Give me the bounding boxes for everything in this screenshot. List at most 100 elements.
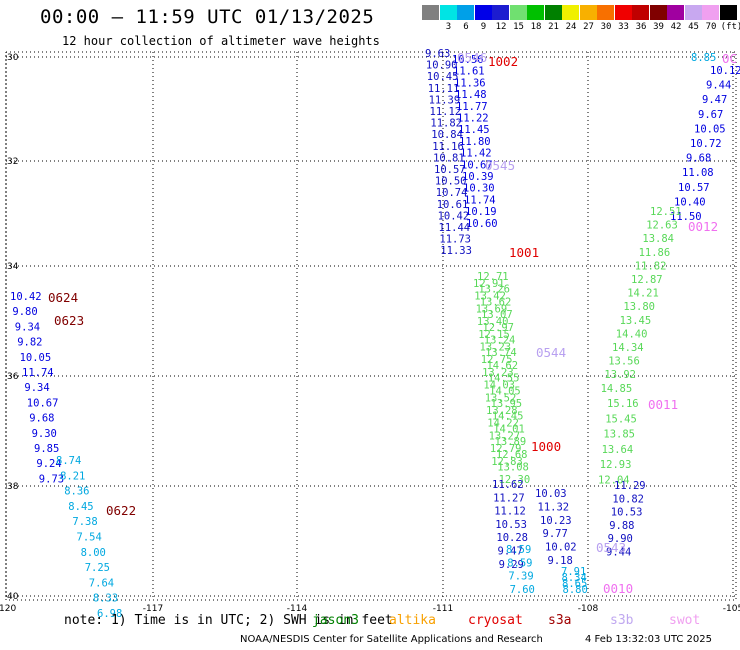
- wave-height-label: 10.81: [433, 152, 465, 164]
- wave-height-label: 7.25: [85, 562, 110, 574]
- wave-height-label: 7.64: [89, 577, 114, 589]
- wave-height-label: 9.29: [499, 559, 524, 571]
- scale-tick-label: 18: [530, 22, 542, 32]
- wave-height-label: 9.77: [543, 528, 568, 540]
- wave-height-label: 11.74: [22, 367, 54, 379]
- wave-height-label: 11.45: [458, 124, 490, 136]
- wave-height-label: 10.23: [540, 515, 572, 527]
- wave-height-label: 12.30: [499, 474, 531, 486]
- generation-timestamp: 4 Feb 13:32:03 UTC 2025: [585, 634, 712, 645]
- scale-swatch: [702, 5, 719, 20]
- wave-height-label: 10.39: [462, 171, 494, 183]
- wave-height-label: 12.79: [490, 443, 522, 455]
- wave-height-label: 12.87: [631, 274, 663, 286]
- wave-height-label: 9.80: [12, 306, 37, 318]
- wave-height-label: 14.45: [492, 411, 524, 423]
- wave-height-label: 7.60: [510, 584, 535, 596]
- map-title: 00:00 – 11:59 UTC 01/13/2025: [40, 6, 375, 28]
- wave-height-label: 14.85: [601, 383, 633, 395]
- wave-height-label: 12.91: [473, 278, 505, 290]
- wave-height-label: 13.23: [482, 367, 514, 379]
- scale-tick-label: 30: [600, 22, 612, 32]
- scale-tick-label: 33: [618, 22, 629, 32]
- wave-height-label: 10.57: [678, 182, 710, 194]
- wave-height-label: 9.30: [32, 428, 57, 440]
- wave-height-label: 9.34: [24, 382, 49, 394]
- wave-height-label: 11.82: [635, 260, 667, 272]
- wave-height-label: 13.84: [642, 233, 674, 245]
- footer-note: note: 1) Time is in UTC; 2) SWH is in fe…: [64, 613, 393, 628]
- scale-swatch: [667, 5, 684, 20]
- wave-height-label: 12.83: [491, 456, 523, 468]
- scale-swatch: [719, 5, 737, 20]
- scale-swatch: [579, 5, 597, 20]
- wave-height-label: 11.08: [682, 167, 714, 179]
- wave-height-label: 8.80: [563, 584, 588, 596]
- wave-height-label: 11.82: [430, 118, 462, 130]
- scale-swatch: [422, 5, 439, 20]
- wave-height-label: 8.34: [562, 572, 587, 584]
- scale-swatch: [614, 5, 632, 20]
- wave-height-label: 12.71: [477, 271, 509, 283]
- wave-height-label: 10.53: [495, 519, 527, 531]
- scale-tick-label: 12: [495, 22, 507, 32]
- wave-height-label: 13.52: [485, 392, 517, 404]
- wave-height-label: 10.40: [674, 196, 706, 208]
- lat-tick-label: 40: [7, 592, 19, 602]
- wave-height-label: 13.62: [480, 296, 512, 308]
- wave-height-label: 7.38: [72, 516, 97, 528]
- wave-height-label: 11.44: [439, 222, 471, 234]
- wave-height-label: 10.61: [437, 199, 469, 211]
- scale-swatch: [457, 5, 474, 20]
- scale-tick-label: 24: [565, 22, 577, 32]
- wave-height-label: 12.15: [478, 329, 510, 341]
- wave-height-label: 8.45: [68, 501, 93, 513]
- lat-tick-label: 32: [7, 157, 18, 167]
- scale-swatch: [509, 5, 527, 20]
- scale-swatch: [597, 5, 614, 20]
- wave-height-label: 12.63: [646, 220, 678, 232]
- wave-height-label: 10.05: [20, 352, 52, 364]
- satellite-label-s3b: s3b: [610, 613, 634, 628]
- wave-height-label: 11.80: [459, 136, 491, 148]
- wave-height-label: 9.68: [686, 153, 711, 165]
- wave-height-label: 13.95: [491, 398, 523, 410]
- pass-id-label: 1000: [531, 439, 561, 454]
- satellite-label-swot: swot: [669, 613, 701, 628]
- wave-height-label: 10.03: [535, 488, 567, 500]
- wave-height-label: 12.68: [496, 449, 528, 461]
- wave-height-label: 9.24: [36, 458, 61, 470]
- wave-height-label: 11.22: [457, 113, 489, 125]
- wave-height-label: 11.86: [639, 247, 671, 259]
- lon-tick-label: -120: [0, 604, 16, 614]
- pass-id-label: 0543: [596, 540, 626, 555]
- wave-height-label: 8.65: [562, 578, 587, 590]
- pass-id-label: 0011: [648, 397, 678, 412]
- wave-height-label: 9.44: [606, 547, 631, 559]
- wave-height-label: 11.61: [453, 66, 485, 78]
- scale-tick-label: 15: [513, 22, 524, 32]
- wave-height-label: 9.44: [706, 80, 731, 92]
- wave-height-label: 7.39: [508, 571, 533, 583]
- track-track-f: 8.598.59 7.397.60: [506, 544, 535, 596]
- pass-id-label: 0622: [106, 503, 136, 518]
- credit-line: NOAA/NESDIS Center for Satellite Applica…: [240, 634, 543, 645]
- wave-height-label: 14.34: [612, 342, 644, 354]
- wave-height-label: 13.27: [489, 430, 521, 442]
- pass-id-label: 0544: [536, 345, 566, 360]
- scale-unit: (ft): [720, 22, 740, 32]
- pass-id-labels: 0546 1002 0545 1001 0544 1000 0543 0010 0011 0012…: [48, 50, 737, 596]
- wave-height-label: 9.47: [702, 94, 727, 106]
- wave-height-label: 13.40: [477, 316, 509, 328]
- pass-id-label: 0545: [485, 158, 515, 173]
- wave-height-label: 10.30: [463, 183, 495, 195]
- wave-height-label: 8.85: [691, 52, 716, 64]
- wave-height-label: 10.05: [694, 123, 726, 135]
- wave-height-label: 10.60: [466, 218, 498, 230]
- scale-tick-label: 36: [635, 22, 647, 32]
- wave-height-label: 12.51: [650, 206, 682, 218]
- satellite-label-cryosat: cryosat: [468, 613, 523, 628]
- pass-id-label: 0012: [688, 219, 718, 234]
